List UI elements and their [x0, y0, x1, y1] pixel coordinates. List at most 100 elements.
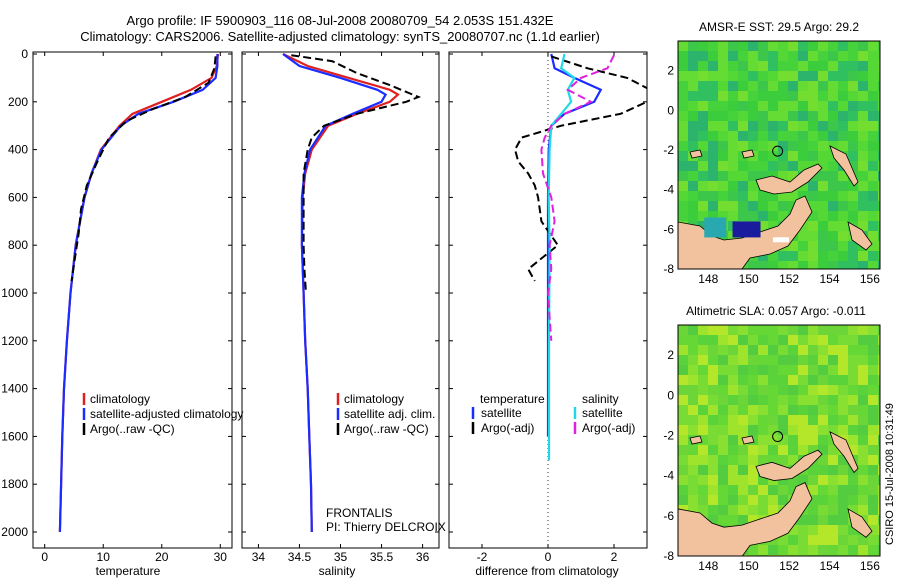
map-cell	[788, 525, 798, 535]
map-cell	[718, 495, 728, 505]
map-cell	[808, 345, 818, 355]
map-cell	[708, 475, 718, 485]
map-cell	[878, 405, 880, 415]
map-cell	[848, 51, 858, 61]
map-cell	[758, 325, 768, 335]
map-cell	[768, 191, 778, 201]
map-cell	[818, 181, 828, 191]
map-cell	[678, 455, 688, 465]
coastline	[741, 149, 755, 159]
map-cell	[698, 161, 708, 171]
map-cell	[758, 111, 768, 121]
float-pi: PI: Thierry DELCROIX	[326, 520, 446, 534]
map-cell	[838, 355, 848, 365]
map-cell	[738, 181, 748, 191]
map-cell	[678, 385, 688, 395]
map-cell	[818, 201, 828, 211]
map-cell	[778, 385, 788, 395]
map-cell	[698, 425, 708, 435]
map-cell	[828, 505, 838, 515]
map-cell	[818, 335, 828, 345]
map-cell	[788, 171, 798, 181]
map-cell	[688, 505, 698, 515]
map-cell	[828, 475, 838, 485]
map-cell	[848, 445, 858, 455]
map-cell	[788, 415, 798, 425]
map-cell	[848, 525, 858, 535]
legend-label: climatology	[90, 392, 150, 406]
map-cell	[728, 415, 738, 425]
map-cell	[868, 81, 878, 91]
coastline	[689, 149, 703, 159]
map-cell	[688, 81, 698, 91]
map-cell	[788, 71, 798, 81]
map-cell	[688, 445, 698, 455]
map-cell	[718, 475, 728, 485]
map-cell	[778, 61, 788, 71]
map-cell	[798, 385, 808, 395]
map-cell	[798, 231, 808, 241]
map-cell	[728, 325, 738, 335]
x-tick-label: 2	[611, 550, 618, 564]
coastline	[847, 508, 873, 538]
map-cell	[748, 91, 758, 101]
map-cell	[808, 475, 818, 485]
map-cell	[758, 445, 768, 455]
sst-map-frame	[677, 40, 881, 270]
map-cell	[738, 141, 748, 151]
map-cell	[878, 455, 880, 465]
map-cell	[808, 81, 818, 91]
map-cell	[848, 325, 858, 335]
map-cell	[858, 61, 868, 71]
map-cell	[758, 395, 768, 405]
map-cell	[858, 485, 868, 495]
map-cell	[838, 475, 848, 485]
map-cell	[838, 191, 848, 201]
map-cell	[828, 425, 838, 435]
map-cell	[738, 445, 748, 455]
map-cell	[868, 71, 878, 81]
map-cell	[748, 201, 758, 211]
map-cell	[788, 61, 798, 71]
map-cell	[818, 385, 828, 395]
map-cell	[868, 101, 878, 111]
map-cell	[758, 211, 768, 221]
legend-label: satellite	[481, 406, 522, 420]
map-cell	[808, 425, 818, 435]
map-cell	[748, 425, 758, 435]
map-cell	[678, 41, 688, 51]
map-cell	[818, 131, 828, 141]
map-cell	[718, 485, 728, 495]
map-cell	[798, 141, 808, 151]
map-cell	[848, 375, 858, 385]
y-tick-label: 2	[667, 64, 674, 78]
map-cell	[868, 201, 878, 211]
legend-label: Argo(..raw -QC)	[90, 422, 175, 436]
map-cell	[858, 355, 868, 365]
map-cell	[858, 81, 868, 91]
map-cell	[678, 365, 688, 375]
map-cell	[688, 375, 698, 385]
map-cell	[778, 151, 788, 161]
map-cell	[868, 131, 878, 141]
map-cell	[678, 81, 688, 91]
map-cell	[828, 515, 838, 525]
map-cell	[708, 201, 718, 211]
map-cell	[878, 445, 880, 455]
map-cell	[748, 485, 758, 495]
map-cell	[748, 111, 758, 121]
map-cell	[858, 495, 868, 505]
map-cell	[798, 365, 808, 375]
map-cell	[808, 355, 818, 365]
map-cell	[708, 91, 718, 101]
map-cell	[878, 485, 880, 495]
map-cell	[828, 415, 838, 425]
map-cell	[758, 121, 768, 131]
map-cell	[738, 41, 748, 51]
map-cell	[868, 395, 878, 405]
map-cell	[728, 445, 738, 455]
map-cell	[818, 51, 828, 61]
map-cell	[728, 181, 738, 191]
map-cell	[678, 91, 688, 101]
temperature-xlabel: temperature	[96, 564, 161, 578]
